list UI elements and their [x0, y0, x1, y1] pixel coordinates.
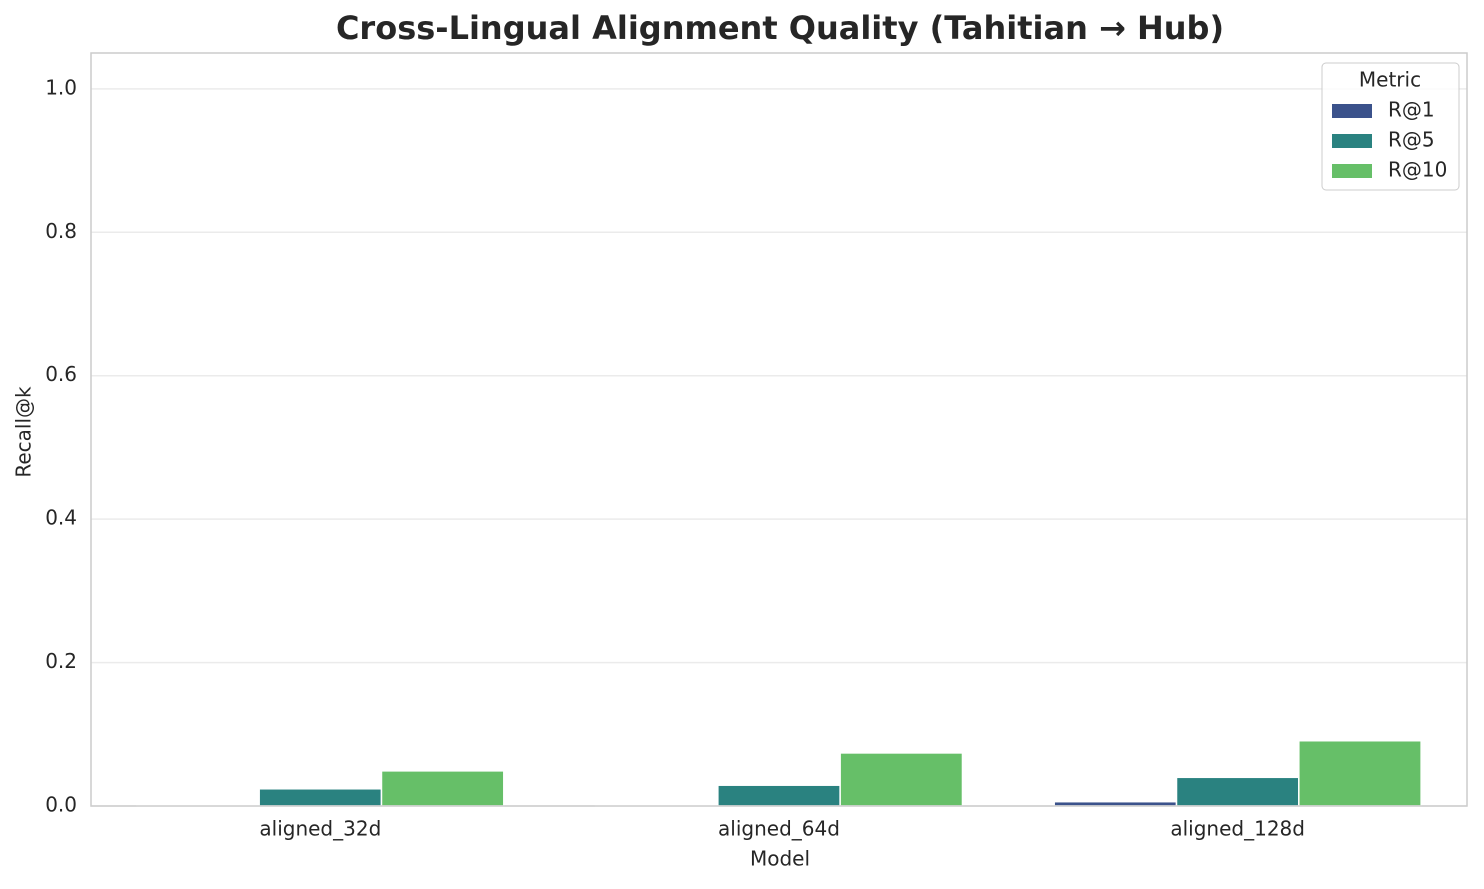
y-tick-label: 0.8 — [45, 219, 77, 243]
y-tick-label: 0.2 — [45, 649, 77, 673]
legend-label: R@10 — [1388, 158, 1447, 182]
legend-label: R@5 — [1388, 128, 1435, 152]
legend-title: Metric — [1359, 68, 1421, 92]
legend-swatch — [1332, 164, 1372, 178]
bar — [839, 752, 964, 807]
chart-title: Cross-Lingual Alignment Quality (Tahitia… — [336, 9, 1224, 47]
plot-frame — [90, 52, 1468, 807]
bar — [1298, 739, 1422, 807]
y-axis-label: Recall@k — [12, 386, 36, 478]
y-tick-label: 0.6 — [45, 362, 77, 386]
legend-swatch — [1332, 134, 1372, 148]
x-tick-label: aligned_32d — [259, 817, 381, 841]
bar — [717, 784, 841, 807]
y-tick-label: 0.4 — [45, 506, 77, 530]
bar — [380, 770, 505, 807]
legend-box — [1321, 62, 1460, 191]
y-tick-label: 0.0 — [45, 793, 77, 817]
x-tick-label: aligned_64d — [718, 817, 840, 841]
bar — [1175, 776, 1300, 807]
bar — [258, 788, 383, 807]
legend: Metric R@1 R@5 R@10 — [1321, 62, 1460, 191]
x-axis-label: Model — [750, 847, 810, 871]
x-tick-label: aligned_128d — [1170, 817, 1305, 841]
legend-label: R@1 — [1388, 98, 1435, 122]
legend-swatch — [1332, 104, 1372, 118]
y-tick-label: 1.0 — [45, 75, 77, 99]
